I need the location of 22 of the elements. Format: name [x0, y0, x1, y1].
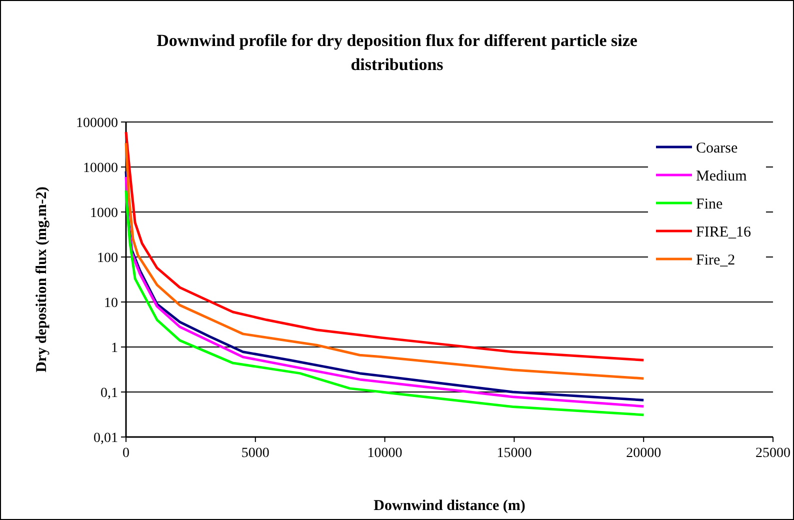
y-axis-title: Dry deposition flux (mg.m-2): [34, 186, 50, 372]
x-axis-title: Downwind distance (m): [374, 498, 526, 514]
x-tick-label: 20000: [626, 446, 662, 461]
y-tick-label: 100000: [76, 116, 118, 131]
y-tick-label: 1: [111, 340, 118, 356]
y-tick-label: 1000: [90, 206, 118, 221]
y-tick-label: 10: [104, 296, 118, 311]
x-tick-label: 0: [122, 446, 130, 461]
chart-title: Downwind profile for dry deposition flux for different particle size distributions: [156, 31, 638, 74]
x-tick-label: 25000: [756, 446, 790, 461]
legend-label: Fire_2: [696, 252, 736, 268]
x-tick-label: 15000: [496, 446, 532, 461]
y-tick-label: 0,1: [100, 386, 118, 401]
y-tick-label: 0,01: [94, 430, 118, 446]
legend-label: Medium: [696, 168, 748, 184]
x-tick-label: 10000: [367, 446, 402, 461]
legend-label: FIRE_16: [696, 224, 752, 240]
x-tick-label: 5000: [241, 446, 270, 461]
legend-label: Coarse: [696, 140, 738, 156]
y-tick-label: 100: [97, 250, 118, 266]
y-tick-label: 10000: [83, 160, 118, 176]
legend-label: Fine: [696, 196, 724, 212]
